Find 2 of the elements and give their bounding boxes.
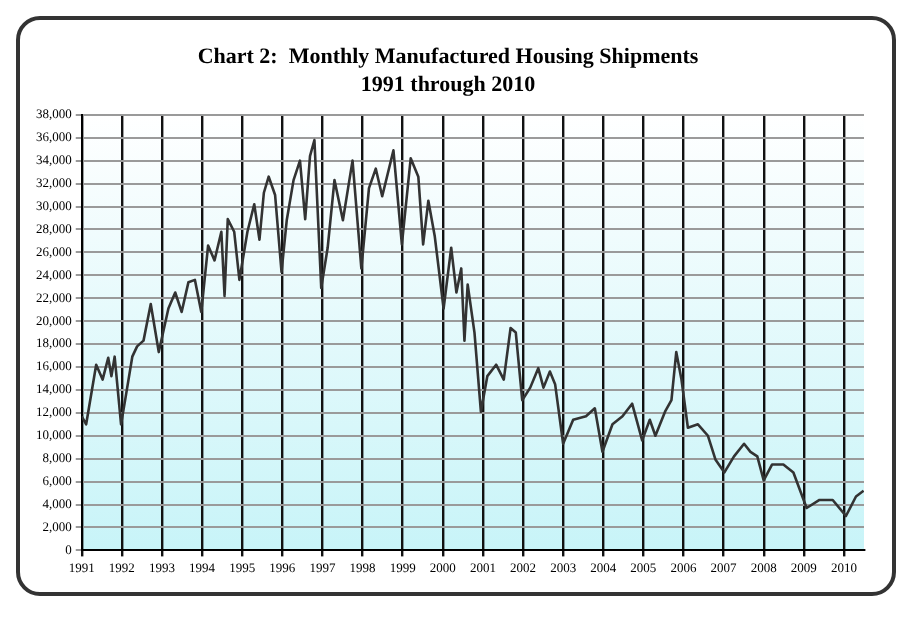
chart-subtitle: 1991 through 2010 bbox=[360, 73, 537, 98]
chart-title: Chart 2: Monthly Manufactured Housing Shipments bbox=[197, 44, 700, 69]
